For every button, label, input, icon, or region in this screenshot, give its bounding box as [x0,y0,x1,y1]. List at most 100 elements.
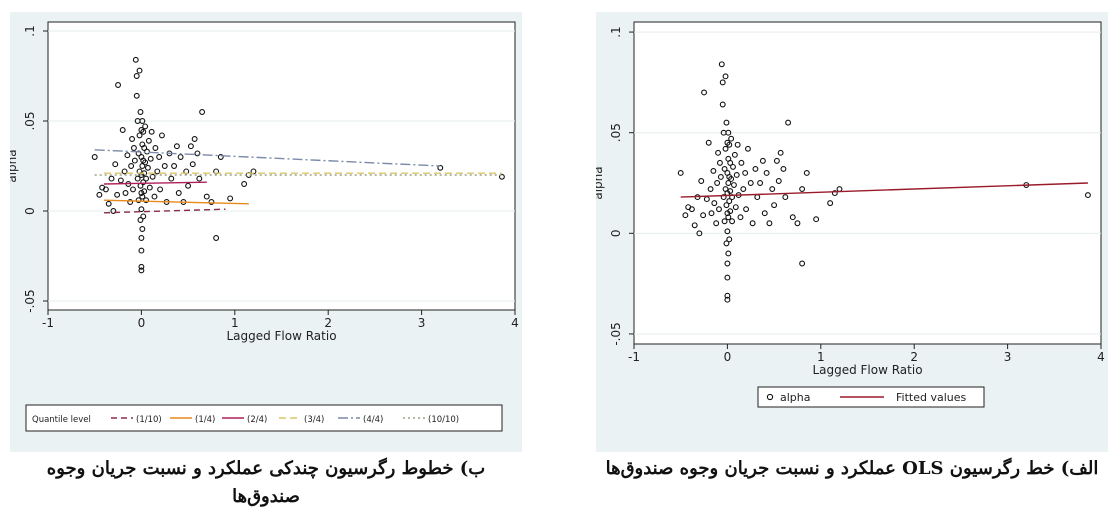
scatter-point [726,141,733,148]
series-line [680,182,1088,198]
caption-ols: الف) خط رگرسیون OLS عملکرد و نسبت جریان … [605,458,1099,479]
scatter-point [131,157,138,164]
scatter-point [102,186,109,193]
scatter-point [775,178,782,184]
scatter-point [766,220,773,227]
scatter-point [724,292,731,299]
scatter-point [142,123,149,130]
scatter-point [719,79,726,86]
scatter-point [157,186,164,193]
scatter-point [730,182,737,188]
scatter-point [96,191,103,198]
scatter-point [227,195,234,202]
series-line [94,149,441,167]
scatter-point [782,194,789,201]
scatter-point [156,154,163,160]
scatter-point [122,190,129,196]
scatter-point [115,82,122,88]
legend-label: alpha [780,391,811,404]
scatter-point [117,177,124,184]
scatter-point [132,56,139,63]
y-axis-label: alpha [596,166,605,199]
scatter-point [701,89,708,96]
scatter-point [743,206,750,213]
scatter-point [137,109,144,115]
scatter-point [726,198,733,205]
series-line [104,199,249,205]
plot-area [633,21,1102,345]
scatter-point [789,214,796,221]
scatter-point [168,175,175,182]
scatter-point [725,129,732,136]
scatter-point [177,154,184,160]
scatter-point [725,214,732,221]
ols-regression-chart: -.05 0 .05 .1 -1 0 1 2 3 4 Lagged Flow Ratio alpha a… [596,21,1105,408]
scatter-point [110,208,117,214]
scatter-point [127,199,134,205]
scatter-point [175,190,182,196]
scatter-point [785,119,792,126]
x-tick-label: 2 [324,316,332,330]
scatter-point [722,73,729,80]
scatter-point [763,169,770,176]
ols-regression-panel: -.05 0 .05 .1 -1 0 1 2 3 4 Lagged Flow Ratio alpha a… [596,12,1108,452]
legend-label: (4/4) [363,415,383,425]
scatter-point [139,226,146,232]
scatter-point [139,118,146,124]
scatter-point [682,212,689,219]
scatter-point [194,150,201,157]
scatter-point [729,218,736,225]
x-tick-label: 4 [1097,350,1105,364]
scatter-point [831,190,838,197]
scatter-point [138,263,145,270]
legend-label: Fitted values [896,391,967,404]
scatter-point [129,136,136,142]
scatter-point [724,260,731,267]
scatter-point [144,164,151,171]
y-tick-label: 0 [23,207,37,215]
scatter-point [196,175,203,182]
x-axis-label: Lagged Flow Ratio [226,329,336,343]
scatter-point [761,210,768,217]
scatter-point [733,172,740,178]
y-tick-label: .05 [609,123,623,142]
scatter-point [158,132,165,139]
scatter-point [769,186,776,192]
scatter-point [138,267,145,274]
scatter-point [149,173,156,180]
x-tick-label: -1 [628,350,640,364]
scatter-point [140,213,147,220]
scatter-point [721,218,728,225]
scatter-point [134,175,141,182]
scatter-point [727,188,734,195]
scatter-point [710,167,717,174]
scatter-point [128,163,135,169]
scatter-point [146,184,153,191]
scatter-point [135,150,142,157]
scatter-point [136,132,143,139]
scatter-point [141,145,148,151]
scatter-point [723,119,730,126]
caption-quantile: ب) خطوط رگرسیون چندکی عملکرد و نسبت جریا… [46,458,486,507]
series-line [104,181,207,185]
scatter-point [1084,192,1091,199]
scatter-point [723,240,730,247]
quantile-regression-panel: -.05 0 .05 .1 -1 0 1 2 3 4 Lagged Flow Ratio alpha Q… [10,12,522,452]
scatter-point [142,159,149,166]
scatter-point [771,202,778,209]
scatter-point [732,204,739,211]
scatter-point [135,197,142,204]
scatter-point [114,191,121,198]
scatter-point [152,145,159,151]
scatter-point [719,101,726,108]
scatter-point [696,230,703,237]
scatter-point [119,127,126,133]
scatter-point [121,168,128,175]
scatter-point [724,228,731,235]
scatter-point [759,157,766,164]
scatter-point [189,161,196,168]
scatter-point [138,247,145,254]
scatter-point [717,174,724,180]
y-tick-label: .1 [609,26,623,37]
x-axis-label: Lagged Flow Ratio [812,363,922,377]
